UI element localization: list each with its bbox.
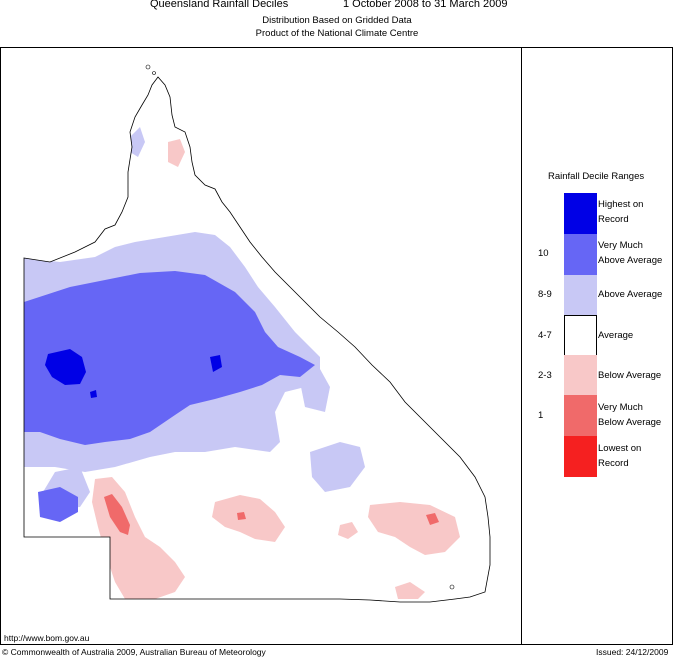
legend-range-1: 1 (538, 410, 544, 421)
legend-label-average: Average (598, 330, 634, 341)
very-much-above-average-region-southwest (38, 487, 78, 522)
very-much-below-average-region-southwest (104, 494, 130, 535)
map-subtitle-method: Distribution Based on Gridded Data (262, 15, 412, 26)
legend-label-very-much-above-average: Very Much Above Average (598, 240, 663, 266)
below-average-region-small (338, 522, 358, 539)
highest-on-record-region-small (90, 390, 97, 398)
torres-strait-island (145, 64, 151, 70)
legend-range-4-7: 4-7 (538, 330, 552, 341)
torres-strait-island (152, 71, 156, 75)
footer-copyright: © Commonwealth of Australia 2009, Austra… (2, 647, 266, 657)
legend-title: Rainfall Decile Ranges (548, 171, 645, 182)
legend-swatch-very-much-above-average (564, 234, 597, 275)
legend-label-very-much-below-average: Very Much Below Average (598, 402, 662, 428)
highest-on-record-region-west (45, 349, 86, 385)
footer-issued-date: Issued: 24/12/2009 (596, 647, 669, 657)
legend-label-below-average: Below Average (598, 370, 662, 381)
very-much-above-average-region (24, 271, 315, 445)
map-subtitle-product: Product of the National Climate Centre (255, 28, 419, 39)
below-average-region-north (168, 139, 185, 167)
footer-url-link[interactable]: http://www.bom.gov.au (4, 633, 90, 643)
legend-range-10: 10 (538, 248, 549, 259)
below-average-region-southeast (368, 502, 460, 555)
below-average-region-border (395, 582, 425, 599)
legend-swatch-highest-on-record (564, 193, 597, 234)
queensland-rainfall-map (23, 64, 491, 603)
below-average-region-south-central (212, 495, 285, 542)
legend-range-8-9: 8-9 (538, 289, 552, 300)
above-average-region-cape (130, 127, 145, 157)
map-title: Queensland Rainfall Deciles (150, 0, 289, 10)
legend-swatch-average (564, 315, 597, 356)
legend-label-highest-on-record: Highest on Record (598, 199, 644, 225)
legend-range-2-3: 2-3 (538, 370, 552, 381)
map-frame (0, 47, 673, 645)
highest-on-record-region-central (210, 355, 222, 372)
legend-label-lowest-on-record: Lowest on Record (598, 443, 642, 469)
above-average-region-southeast (310, 442, 365, 492)
legend-label-above-average: Above Average (598, 289, 663, 300)
very-much-below-average-region-southeast (426, 513, 439, 525)
legend-swatch-lowest-on-record (564, 436, 597, 477)
legend-swatch-below-average (564, 355, 597, 396)
legend-swatch-above-average (564, 275, 597, 316)
legend-swatch-very-much-below-average (564, 395, 597, 436)
above-average-region-east (300, 369, 330, 412)
queensland-border (23, 76, 491, 603)
legend-divider (521, 47, 522, 645)
map-period: 1 October 2008 to 31 March 2009 (343, 0, 508, 10)
coastal-island (449, 584, 455, 590)
very-much-below-average-region-central (237, 512, 246, 520)
